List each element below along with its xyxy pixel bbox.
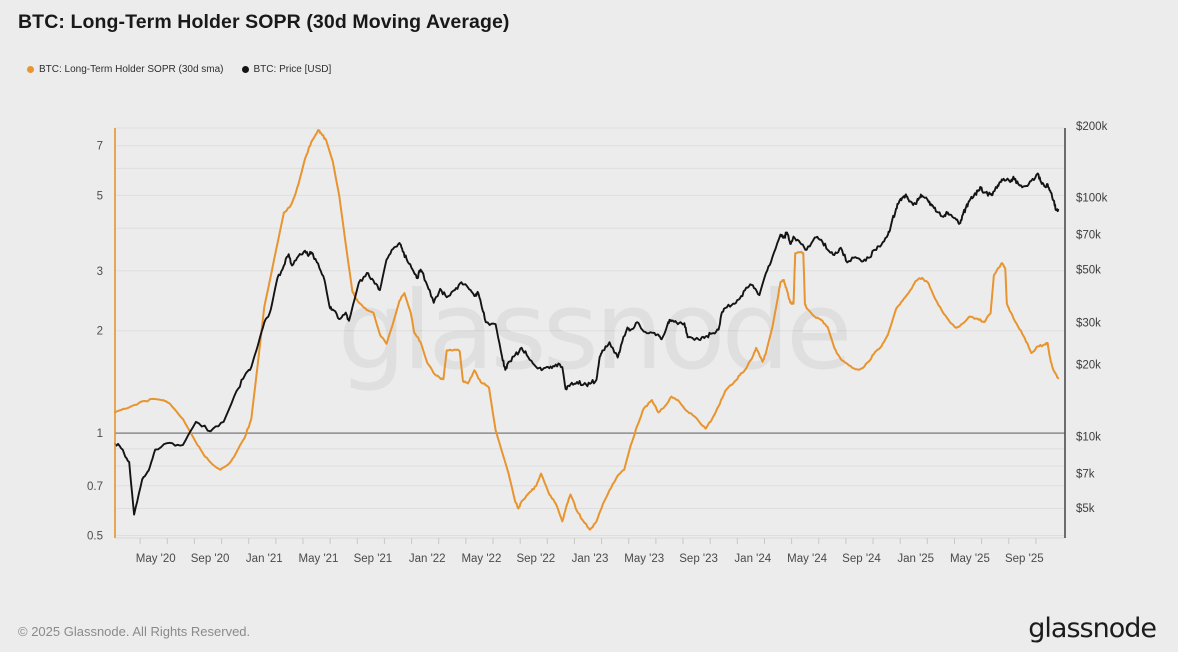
svg-text:$7k: $7k bbox=[1076, 468, 1095, 480]
axis-lines bbox=[114, 128, 1066, 538]
svg-text:Sep '22: Sep '22 bbox=[516, 553, 555, 565]
svg-text:Jan '21: Jan '21 bbox=[246, 553, 283, 565]
price-line bbox=[114, 172, 1060, 516]
svg-text:Sep '23: Sep '23 bbox=[679, 553, 718, 565]
svg-text:$10k: $10k bbox=[1076, 431, 1101, 443]
svg-text:Jan '23: Jan '23 bbox=[572, 553, 609, 565]
svg-text:$200k: $200k bbox=[1076, 121, 1108, 133]
gridlines bbox=[115, 127, 1065, 544]
legend-item-price[interactable]: BTC: Price [USD] bbox=[241, 64, 332, 75]
legend-label-sopr: BTC: Long-Term Holder SOPR (30d sma) bbox=[39, 64, 224, 75]
right-axis-labels: $200k $100k $70k $50k $30k $20k $10k $7k $5k bbox=[1076, 121, 1108, 515]
copyright-text: © 2025 Glassnode. All Rights Reserved. bbox=[18, 624, 251, 639]
svg-text:$20k: $20k bbox=[1076, 360, 1101, 372]
svg-text:$5k: $5k bbox=[1076, 503, 1095, 515]
svg-text:$70k: $70k bbox=[1076, 230, 1101, 242]
svg-text:Sep '20: Sep '20 bbox=[191, 553, 230, 565]
svg-text:$50k: $50k bbox=[1076, 265, 1101, 277]
svg-text:Sep '25: Sep '25 bbox=[1005, 553, 1044, 565]
svg-text:$30k: $30k bbox=[1076, 318, 1101, 330]
left-axis-labels: 7 5 3 2 1 0.7 0.5 bbox=[87, 141, 103, 543]
svg-text:May '21: May '21 bbox=[299, 553, 339, 565]
svg-text:Sep '24: Sep '24 bbox=[842, 553, 881, 565]
svg-text:Jan '25: Jan '25 bbox=[897, 553, 934, 565]
svg-text:May '20: May '20 bbox=[136, 553, 176, 565]
page-title: BTC: Long-Term Holder SOPR (30d Moving A… bbox=[18, 11, 510, 33]
svg-text:2: 2 bbox=[97, 326, 103, 338]
svg-text:0.7: 0.7 bbox=[87, 481, 103, 493]
glassnode-logo: glassnode bbox=[1028, 613, 1157, 644]
svg-text:May '25: May '25 bbox=[950, 553, 990, 565]
svg-text:7: 7 bbox=[97, 141, 103, 153]
svg-text:$100k: $100k bbox=[1076, 193, 1108, 205]
legend: BTC: Long-Term Holder SOPR (30d sma) BTC… bbox=[27, 64, 331, 75]
svg-text:3: 3 bbox=[97, 266, 103, 278]
svg-text:May '22: May '22 bbox=[461, 553, 501, 565]
x-axis-labels: May '20 Sep '20 Jan '21 May '21 Sep '21 Jan '… bbox=[136, 553, 1044, 565]
legend-item-sopr[interactable]: BTC: Long-Term Holder SOPR (30d sma) bbox=[27, 64, 224, 75]
legend-dot-sopr-icon bbox=[27, 66, 34, 73]
svg-text:1: 1 bbox=[97, 428, 103, 440]
svg-text:May '23: May '23 bbox=[624, 553, 664, 565]
sopr-line bbox=[114, 129, 1060, 531]
series-lines bbox=[114, 129, 1060, 531]
svg-text:0.5: 0.5 bbox=[87, 531, 103, 543]
glassnode-watermark: glassnode bbox=[338, 269, 849, 394]
svg-text:5: 5 bbox=[97, 190, 103, 202]
svg-text:Jan '24: Jan '24 bbox=[734, 553, 771, 565]
legend-label-price: BTC: Price [USD] bbox=[253, 64, 332, 75]
svg-text:Sep '21: Sep '21 bbox=[354, 553, 393, 565]
svg-text:Jan '22: Jan '22 bbox=[409, 553, 446, 565]
svg-text:May '24: May '24 bbox=[787, 553, 828, 565]
legend-dot-price-icon bbox=[241, 66, 249, 73]
